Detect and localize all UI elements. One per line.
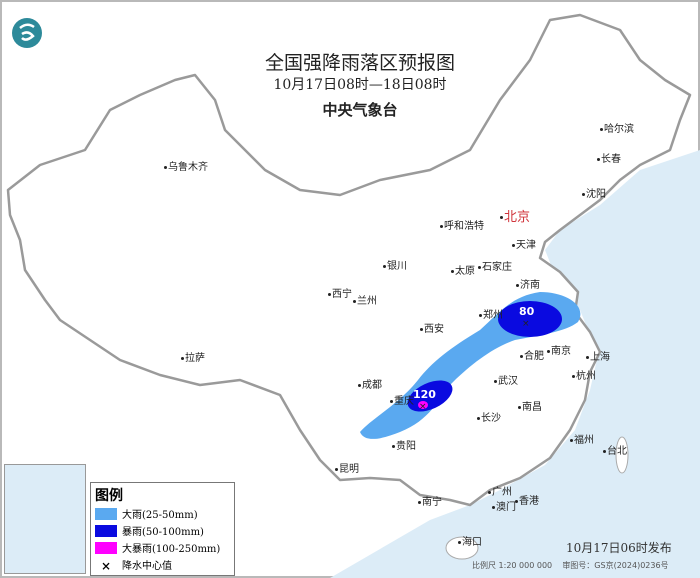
precip-center-value: 80 xyxy=(519,305,535,318)
forecast-period: 10月17日08时—18日08时 xyxy=(273,77,447,93)
precip-center-value: 120 xyxy=(413,388,436,401)
legend: 图例 大雨(25-50mm) 暴雨(50-100mm) 大暴雨(100-250m… xyxy=(90,482,235,576)
city-label: 合肥 xyxy=(520,347,544,362)
cross-icon: × xyxy=(100,558,112,573)
city-label: 台北 xyxy=(603,442,627,457)
city-label: 太原 xyxy=(451,262,475,277)
city-label: 海口 xyxy=(458,533,482,548)
heavy-rainstorm-area xyxy=(418,401,428,409)
legend-item: × 降水中心值 xyxy=(91,556,234,573)
city-label: 南昌 xyxy=(518,398,542,413)
sea xyxy=(330,150,700,578)
taiwan-island xyxy=(615,436,629,474)
hainan-island xyxy=(445,536,479,560)
logo xyxy=(12,18,42,48)
city-label: 广州 xyxy=(488,483,512,498)
city-label: 武汉 xyxy=(494,372,518,387)
precip-center-marker: × xyxy=(522,319,530,329)
city-label: 银川 xyxy=(383,257,407,272)
city-label: 拉萨 xyxy=(181,349,205,364)
city-label: 长沙 xyxy=(477,409,501,424)
city-label: 上海 xyxy=(586,348,610,363)
city-label: 长春 xyxy=(597,150,621,165)
map-title: 全国强降雨落区预报图 xyxy=(264,52,455,74)
city-label: 天津 xyxy=(512,236,536,251)
legend-item: 大雨(25-50mm) xyxy=(91,505,234,522)
city-label: 澳门 xyxy=(492,498,516,513)
city-label: 乌鲁木齐 xyxy=(164,158,208,173)
city-label: 杭州 xyxy=(572,367,596,382)
city-label: 昆明 xyxy=(335,460,359,475)
south-china-sea-inset xyxy=(4,464,86,574)
city-label: 兰州 xyxy=(353,292,377,307)
legend-item: 暴雨(50-100mm) xyxy=(91,522,234,539)
city-label: 济南 xyxy=(516,276,540,291)
issuer: 中央气象台 xyxy=(322,101,398,119)
city-label: 哈尔滨 xyxy=(600,120,634,135)
city-label: 西安 xyxy=(420,320,444,335)
city-label: 成都 xyxy=(358,376,382,391)
legend-title: 图例 xyxy=(95,488,123,504)
scale-and-approval: 比例尺 1:20 000 000 审图号：GS京(2024)0236号 xyxy=(472,561,669,570)
city-label: 西宁 xyxy=(328,285,352,300)
city-label: 北京 xyxy=(500,206,530,225)
city-label: 郑州 xyxy=(479,306,503,321)
city-label: 南宁 xyxy=(418,493,442,508)
city-label: 香港 xyxy=(515,492,539,507)
legend-item: 大暴雨(100-250mm) xyxy=(91,539,234,556)
city-label: 石家庄 xyxy=(478,258,512,273)
city-label: 沈阳 xyxy=(582,185,606,200)
precip-center-marker: × xyxy=(419,402,427,412)
city-label: 重庆 xyxy=(390,392,414,407)
publish-time: 10月17日06时发布 xyxy=(566,541,672,555)
city-label: 福州 xyxy=(570,431,594,446)
city-label: 贵阳 xyxy=(392,437,416,452)
rainstorm-area-1 xyxy=(498,301,562,337)
china-outline xyxy=(6,13,692,507)
city-label: 南京 xyxy=(547,342,571,357)
city-label: 呼和浩特 xyxy=(440,217,484,232)
